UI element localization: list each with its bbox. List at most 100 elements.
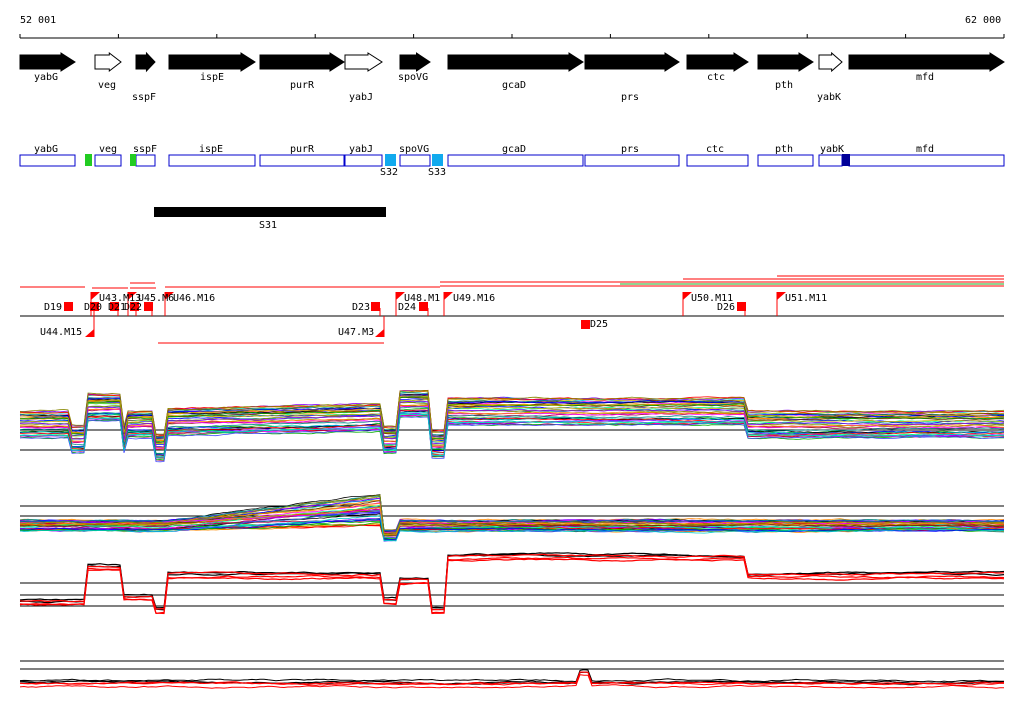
promoter-flag[interactable] xyxy=(444,292,453,300)
gene-arrow-label: yabK xyxy=(817,92,841,103)
gene-arrow-pth[interactable]: pth xyxy=(757,52,814,91)
signal-trace xyxy=(19,553,1005,611)
gene-box-purR[interactable]: purR xyxy=(259,144,345,167)
marker-veg-green[interactable] xyxy=(85,154,92,166)
gene-box-ctc[interactable]: ctc xyxy=(686,144,749,167)
gene-arrow-purR[interactable]: purR xyxy=(259,52,345,91)
gene-arrow-gcaD[interactable]: gcaD xyxy=(447,52,584,91)
gene-box-yabK[interactable]: yabK xyxy=(818,144,844,167)
promoter-flag[interactable] xyxy=(683,292,692,300)
gene-arrow-spoVG[interactable]: spoVG xyxy=(398,52,431,83)
gene-arrow-label: prs xyxy=(621,92,639,103)
transcription-label-d22[interactable]: D22 xyxy=(124,302,142,313)
transcription-label-u43-m13[interactable]: U43.M13 xyxy=(99,293,141,304)
marker-yabK-navy[interactable] xyxy=(842,154,850,166)
gene-arrow-label: gcaD xyxy=(502,80,526,91)
transcription-label-d24[interactable]: D24 xyxy=(398,302,416,313)
terminator-marker[interactable] xyxy=(110,302,119,311)
signal-trace xyxy=(19,507,1005,536)
signal-trace xyxy=(19,389,1005,436)
signal-trace xyxy=(19,669,1005,683)
coordinate-ruler: 52 001 62 000 xyxy=(19,15,1005,39)
gene-box-mfd[interactable]: mfd xyxy=(848,144,1005,167)
transcription-label-d21[interactable]: D21 xyxy=(108,302,126,313)
transcription-label-u47-m3[interactable]: U47.M3 xyxy=(338,327,374,338)
gene-arrow-label: yabJ xyxy=(349,92,373,103)
signal-trace xyxy=(19,392,1005,439)
marker-s32-blue[interactable] xyxy=(385,154,396,166)
gene-box-ispE[interactable]: ispE xyxy=(168,144,256,167)
gene-arrow-label: pth xyxy=(775,80,793,91)
terminator-marker[interactable] xyxy=(90,302,99,311)
signal-trace xyxy=(19,413,1005,459)
transcription-label-u45-m6[interactable]: U45.M6 xyxy=(138,293,174,304)
terminator-marker[interactable] xyxy=(737,302,746,311)
transcription-label-u50-m11[interactable]: U50.M11 xyxy=(691,293,733,304)
gene-box-sspF[interactable]: sspF xyxy=(133,144,157,167)
promoter-flag[interactable] xyxy=(777,292,786,300)
signal-trace xyxy=(19,553,1005,611)
promoter-flag[interactable] xyxy=(128,292,137,300)
transcription-label-d23[interactable]: D23 xyxy=(352,302,370,313)
transcription-label-u51-m11[interactable]: U51.M11 xyxy=(785,293,827,304)
terminator-marker[interactable] xyxy=(130,302,139,311)
gene-box-label: veg xyxy=(99,144,117,155)
promoter-flag[interactable] xyxy=(91,292,100,300)
transcription-label-u48-m1[interactable]: U48.M1 xyxy=(404,293,440,304)
gene-arrow-label: spoVG xyxy=(398,72,428,83)
promoter-flag[interactable] xyxy=(165,292,174,300)
signal-trace xyxy=(19,404,1005,449)
gene-arrow-yabJ[interactable]: yabJ xyxy=(344,52,383,103)
gene-arrow-veg[interactable]: veg xyxy=(94,51,122,91)
signal-trace xyxy=(19,494,1005,534)
gene-box-label: prs xyxy=(621,144,639,155)
segment-s31[interactable]: S31 xyxy=(154,207,386,231)
signal-trace xyxy=(19,400,1005,448)
signal-trace xyxy=(19,395,1004,440)
transcription-label-d19[interactable]: D19 xyxy=(44,302,62,313)
gene-arrow-label: purR xyxy=(290,80,315,91)
transcription-label-d26[interactable]: D26 xyxy=(717,302,735,313)
gene-arrow-yabK[interactable]: yabK xyxy=(817,51,843,103)
signal-trace xyxy=(19,406,1005,455)
gene-box-prs[interactable]: prs xyxy=(584,144,680,167)
gene-arrow-sspF[interactable]: sspF xyxy=(132,51,156,103)
gene-box-pth[interactable]: pth xyxy=(757,144,814,167)
promoter-flag[interactable] xyxy=(396,292,405,300)
transcription-label-u44-m15[interactable]: U44.M15 xyxy=(40,327,82,338)
gene-box-yabG[interactable]: yabG xyxy=(19,144,76,167)
terminator-marker[interactable] xyxy=(371,302,380,311)
terminator-marker[interactable] xyxy=(419,302,428,311)
terminator-marker[interactable] xyxy=(144,302,153,311)
signal-panel-1 xyxy=(19,389,1005,463)
signal-panel-3 xyxy=(19,552,1005,615)
marker-s33-blue[interactable] xyxy=(432,154,443,166)
gene-arrow-track: yabG veg sspF ispE purR yabJ spoVG gcaD prs ctc pt… xyxy=(19,51,1005,103)
gene-arrow-ctc[interactable]: ctc xyxy=(686,52,749,83)
transcription-label-u46-m16[interactable]: U46.M16 xyxy=(173,293,215,304)
transcription-label-u49-m16[interactable]: U49.M16 xyxy=(453,293,495,304)
terminator-marker[interactable] xyxy=(64,302,73,311)
gene-arrow-prs[interactable]: prs xyxy=(584,52,680,103)
gene-box-label: gcaD xyxy=(502,144,526,155)
gene-arrow-yabG[interactable]: yabG xyxy=(19,52,76,83)
gene-arrow-ispE[interactable]: ispE xyxy=(168,52,256,83)
gene-box-label: mfd xyxy=(916,144,934,155)
signal-trace xyxy=(19,671,1005,685)
gene-box-veg[interactable]: veg xyxy=(94,144,122,167)
gene-arrow-label: veg xyxy=(98,80,116,91)
terminator-marker[interactable] xyxy=(581,320,590,329)
gene-box-label: sspF xyxy=(133,144,157,155)
signal-trace xyxy=(19,515,1005,542)
gene-box-gcaD[interactable]: gcaD xyxy=(447,144,584,167)
signal-trace xyxy=(19,674,1004,689)
promoter-flag-reverse[interactable] xyxy=(85,329,94,337)
promoter-flag-reverse[interactable] xyxy=(375,329,384,337)
transcription-label-d20[interactable]: D20 xyxy=(84,302,102,313)
gene-box-yabJ[interactable]: yabJ xyxy=(344,144,383,167)
gene-box-spoVG[interactable]: spoVG xyxy=(399,144,431,167)
gene-box-label: spoVG xyxy=(399,144,429,155)
gene-arrow-mfd[interactable]: mfd xyxy=(848,52,1005,83)
marker-sspF-green[interactable] xyxy=(130,154,136,166)
transcription-label-d25[interactable]: D25 xyxy=(590,319,608,330)
